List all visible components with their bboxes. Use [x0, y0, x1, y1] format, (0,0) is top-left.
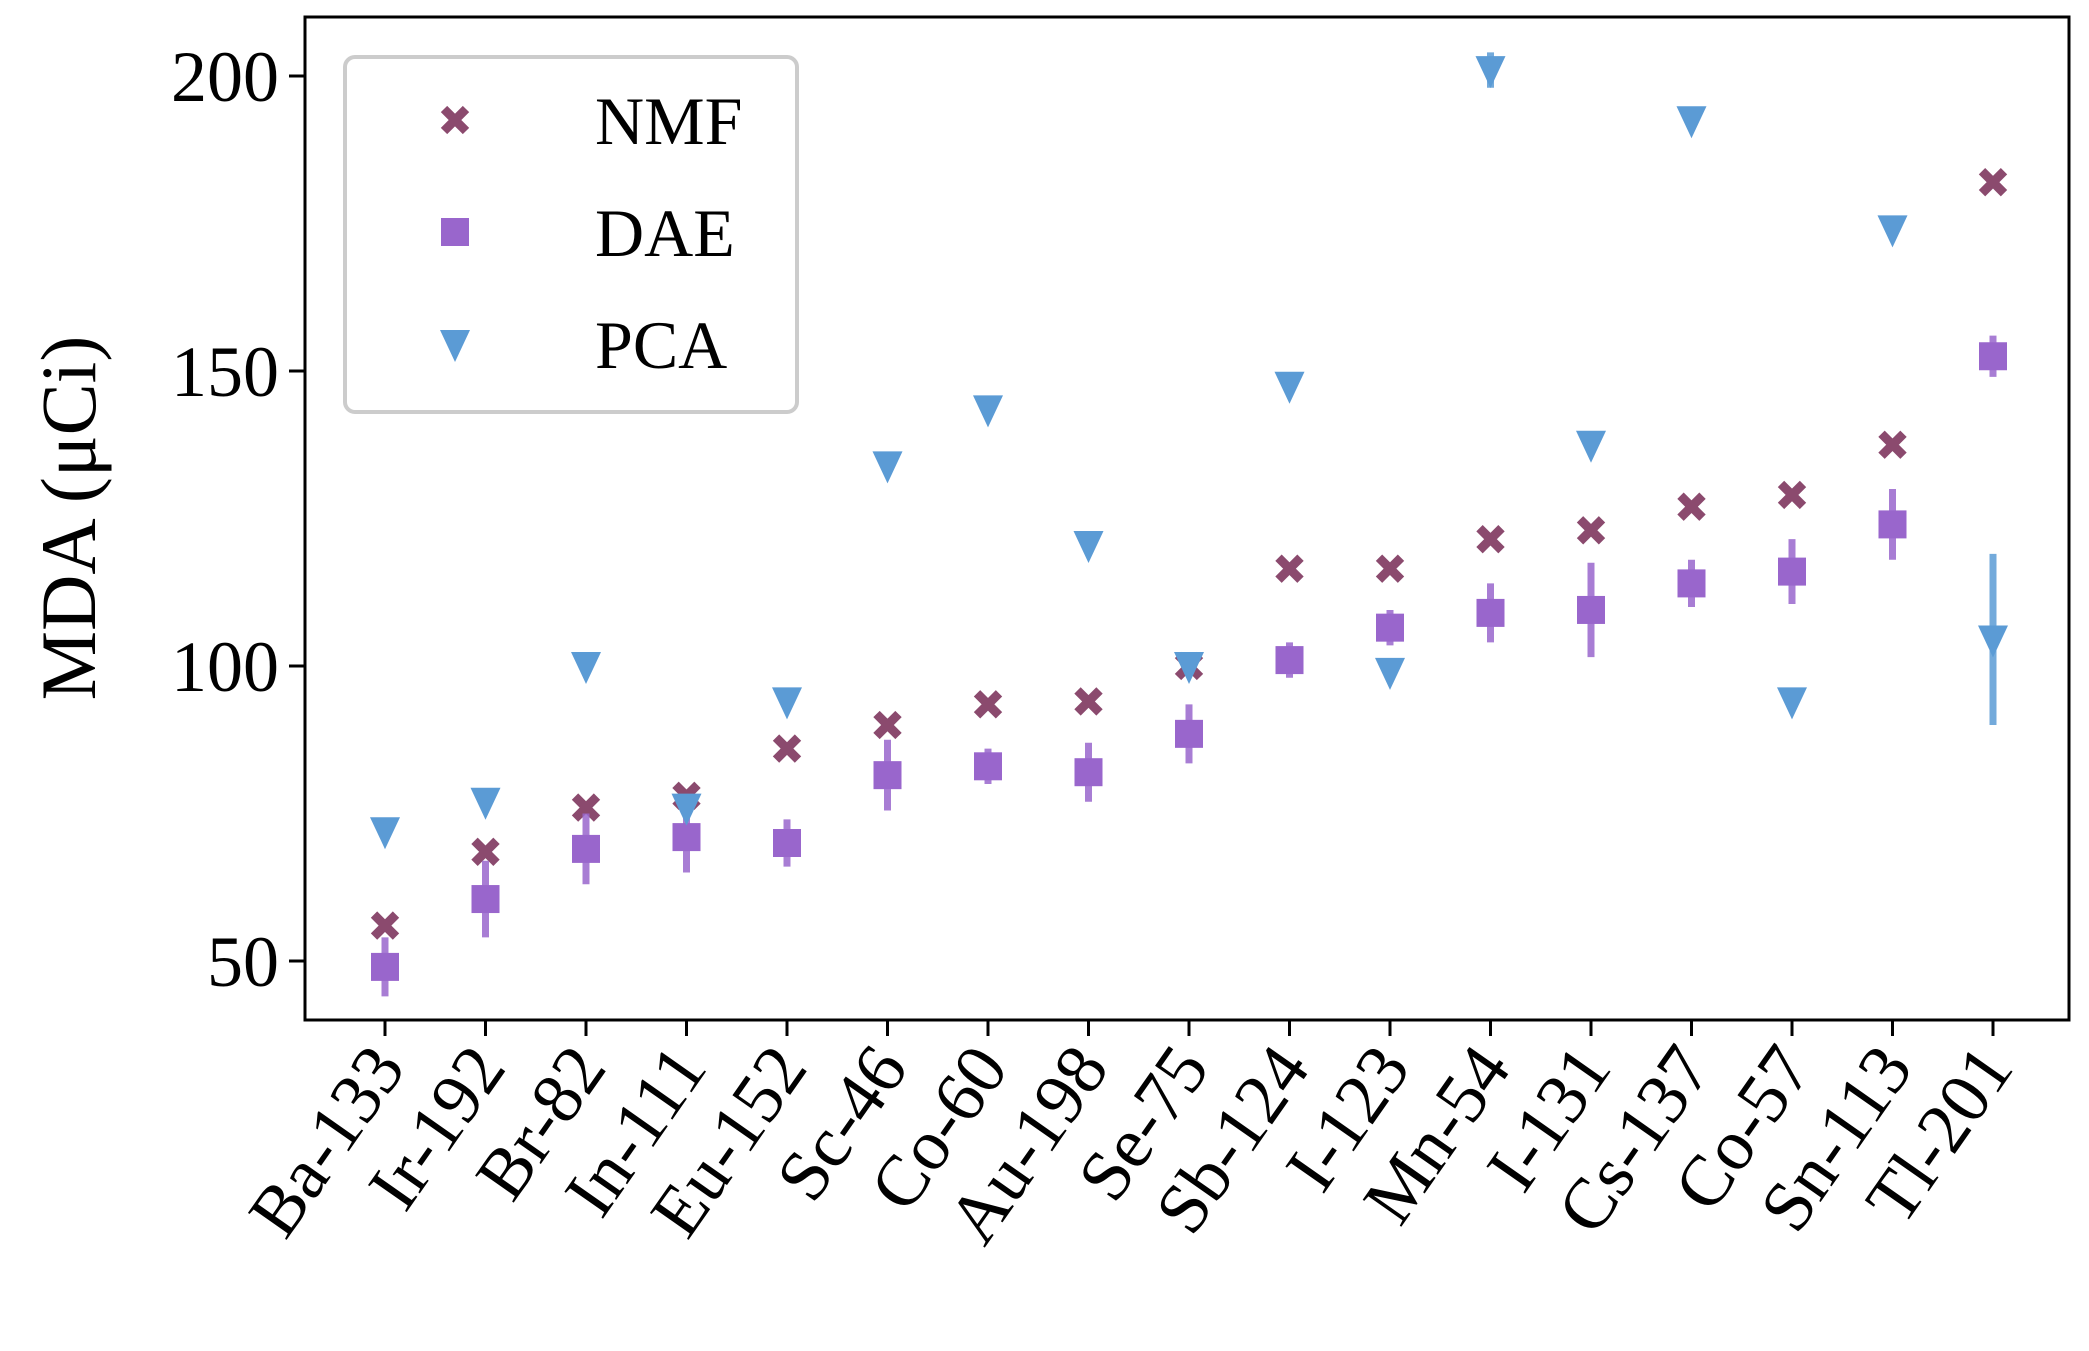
data-point — [1676, 106, 1707, 139]
data-point — [371, 952, 399, 981]
series-dae — [371, 335, 2007, 997]
x-axis: Ba-133Ir-192Br-82In-111Eu-152Sc-46Co-60A… — [233, 1020, 2028, 1257]
data-point — [973, 690, 1003, 719]
data-point — [1777, 687, 1807, 720]
data-point — [1777, 480, 1807, 510]
data-point — [672, 823, 701, 852]
data-point — [1577, 595, 1605, 624]
data-point — [571, 793, 601, 822]
data-point — [1074, 687, 1103, 716]
data-point — [370, 911, 400, 940]
data-point — [1174, 652, 1204, 684]
legend-frame — [343, 55, 799, 414]
data-point — [872, 451, 903, 484]
data-point — [1877, 215, 1908, 248]
data-point — [1375, 554, 1405, 583]
legend-marker — [440, 105, 470, 135]
legend-label: NMF — [595, 83, 742, 159]
data-point — [873, 710, 902, 740]
data-marks — [370, 52, 2008, 997]
data-point — [773, 829, 801, 857]
legend: NMF DAE PCA — [343, 55, 799, 414]
data-point — [1978, 625, 2008, 658]
y-tick-label: 100 — [171, 627, 279, 707]
legend-marker — [441, 218, 469, 246]
data-point — [1274, 371, 1305, 404]
data-point — [772, 734, 802, 763]
data-point — [1778, 557, 1806, 586]
legend-marker — [440, 330, 470, 362]
data-point — [1074, 758, 1103, 787]
data-point — [973, 395, 1003, 428]
data-point — [1476, 598, 1505, 627]
series-nmf — [370, 168, 2008, 940]
data-point — [1073, 531, 1104, 564]
data-point — [1576, 430, 1606, 463]
data-point — [471, 837, 500, 867]
data-point — [1275, 554, 1304, 583]
data-point — [974, 752, 1002, 781]
data-point — [1376, 613, 1404, 642]
data-point — [1677, 492, 1706, 521]
data-point — [1475, 56, 1506, 89]
data-point — [471, 885, 500, 914]
y-tick-label: 150 — [171, 332, 279, 412]
y-axis-title: MDA (μCi) — [25, 336, 112, 701]
data-point — [1275, 646, 1304, 675]
y-tick-label: 50 — [207, 922, 279, 1002]
data-point — [470, 787, 501, 820]
data-point — [370, 817, 400, 850]
data-point — [572, 834, 600, 863]
legend-entry: PCA — [440, 307, 727, 383]
data-point — [873, 761, 902, 790]
legend-label: PCA — [595, 307, 727, 383]
data-point — [1375, 657, 1405, 690]
data-point — [1476, 524, 1505, 554]
data-point — [671, 793, 702, 826]
data-point — [772, 687, 802, 720]
series-pca — [370, 52, 2008, 850]
legend-label: DAE — [595, 195, 735, 271]
data-point — [1576, 516, 1606, 545]
data-point — [1978, 168, 2008, 197]
data-point — [1175, 719, 1203, 748]
legend-entry: DAE — [441, 195, 735, 271]
legend-entry: NMF — [440, 83, 742, 159]
y-tick-label: 200 — [171, 37, 279, 117]
data-point — [1878, 430, 1907, 459]
data-point — [1979, 342, 2007, 371]
data-point — [1677, 569, 1706, 598]
data-point — [571, 652, 601, 684]
y-axis: 50 100 150 200 — [171, 37, 305, 1002]
data-point — [1878, 510, 1907, 539]
